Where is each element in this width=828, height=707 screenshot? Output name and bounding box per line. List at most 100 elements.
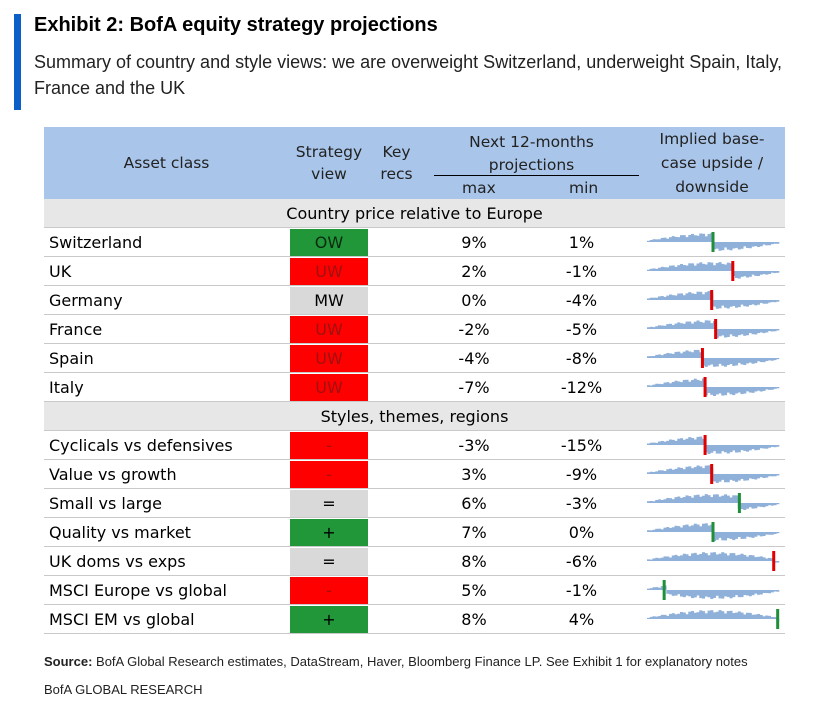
sparkline-bar: [660, 355, 664, 358]
sparkline-bar: [757, 242, 761, 247]
sparkline-bar: [691, 352, 695, 358]
sparkline-bar: [729, 242, 733, 251]
sparkline-bar: [702, 263, 706, 271]
sparkline-bar: [682, 265, 686, 271]
sparkline-bar: [754, 445, 758, 451]
sparkline-bar: [685, 321, 689, 329]
sparkline-bar: [691, 553, 695, 561]
sparkline-bar: [729, 532, 733, 539]
sparkline-bar: [715, 554, 719, 561]
sparkline-bar: [707, 590, 711, 598]
table-header-row: Asset class Strategy view Key recs Next …: [44, 127, 785, 199]
header-projections: Next 12-months projections max min: [424, 127, 639, 199]
sparkline-bar: [768, 532, 772, 535]
sparkline-bar: [699, 553, 703, 561]
base-case-marker: [662, 580, 666, 600]
sparkline-bar: [660, 296, 664, 300]
sparkline-bar: [671, 295, 675, 300]
sparkline-bar: [655, 528, 659, 532]
sparkline-bar: [649, 471, 653, 474]
sparkline-bar: [671, 439, 675, 445]
sparkline-bar: [693, 590, 697, 598]
implied-upside-cell: [639, 517, 785, 547]
sparkline-bar: [732, 495, 736, 503]
implied-upside-cell: [639, 372, 785, 402]
sparkline-bar: [655, 557, 659, 561]
sparkline-bar: [647, 588, 651, 590]
sparkline-bar: [724, 242, 728, 248]
sparkline-bar: [751, 387, 755, 393]
header-key-recs-line1: Key: [382, 143, 411, 161]
sparkline-bar: [737, 358, 741, 363]
sparkline-bar: [652, 239, 656, 242]
key-recs-cell: [369, 459, 424, 489]
table-row: Small vs large = 6% -3%: [44, 488, 785, 518]
sparkline-bar: [713, 474, 717, 482]
sparkline-bar: [658, 441, 662, 445]
sparkline-bar: [718, 496, 722, 503]
sparkline-bar: [773, 271, 777, 274]
sparkline-bar: [693, 552, 697, 561]
sparkline-bar: [718, 445, 722, 454]
sparkline-bar: [776, 503, 780, 505]
key-recs-cell: [369, 488, 424, 518]
sparkline-bar: [751, 358, 755, 364]
implied-upside-cell: [639, 285, 785, 315]
projection-max: 9%: [424, 227, 524, 257]
sparkline-bar: [702, 495, 706, 503]
header-implied-line3: downside: [675, 178, 749, 196]
sparkline-bar: [649, 442, 653, 445]
sparkline-bar: [647, 530, 651, 532]
sparkline-bar: [647, 298, 651, 300]
sparkline-bar: [773, 590, 777, 592]
key-recs-cell: [369, 343, 424, 373]
projection-max: 3%: [424, 459, 524, 489]
sparkline-bar: [715, 532, 719, 540]
sparkline-bar: [647, 356, 651, 358]
sparkline-bar: [715, 358, 719, 367]
strategy-view-cell: MW: [289, 285, 369, 315]
sparkline-bar: [748, 555, 752, 561]
sparkline-bar: [740, 387, 744, 395]
sparkline-bar: [680, 612, 684, 619]
sparkline-bar: [726, 532, 730, 539]
sparkline-bar: [710, 323, 714, 329]
sparkline-bar: [748, 474, 752, 479]
key-recs-cell: [369, 517, 424, 547]
sparkline-bar: [693, 321, 697, 329]
sparkline-bar: [702, 438, 706, 445]
sparkline-bar: [735, 590, 739, 596]
sparkline-bar: [704, 465, 708, 474]
sparkline-bar: [707, 555, 711, 561]
sparkline-bar: [680, 438, 684, 445]
sparkline-bar: [655, 499, 659, 503]
sparkline-bar: [691, 379, 695, 387]
key-recs-cell: [369, 256, 424, 286]
table-row: MSCI EM vs global +8% 4%: [44, 604, 785, 634]
sparkline-bar: [715, 590, 719, 596]
sparkline-bar: [677, 467, 681, 474]
sparkline-bar: [658, 499, 662, 503]
sparkline-bar: [702, 590, 706, 599]
sparkline-bar: [735, 445, 739, 453]
sparkline-bar: [746, 300, 750, 307]
sparkline-bar: [773, 445, 777, 448]
sparkline-bar: [685, 438, 689, 445]
sparkline-bar: [754, 614, 758, 619]
sparkline-bar: [691, 323, 695, 329]
sparkline-bar: [740, 532, 744, 539]
sparkline-bar: [715, 611, 719, 619]
sparkline-bar: [685, 614, 689, 619]
sparkline-bar: [682, 235, 686, 242]
sparkline-bar: [663, 527, 667, 532]
sparkline-bar: [743, 300, 747, 307]
sparkline-bar: [751, 532, 755, 538]
sparkline-bar: [759, 614, 763, 619]
sparkline-bar: [765, 271, 769, 275]
base-case-marker: [776, 609, 780, 629]
sparkline-bar: [721, 358, 725, 366]
strategy-view-cell: UW: [289, 343, 369, 373]
implied-range-sparkline: [647, 290, 780, 310]
sparkline-bar: [674, 468, 678, 474]
sparkline-bar: [729, 590, 733, 599]
